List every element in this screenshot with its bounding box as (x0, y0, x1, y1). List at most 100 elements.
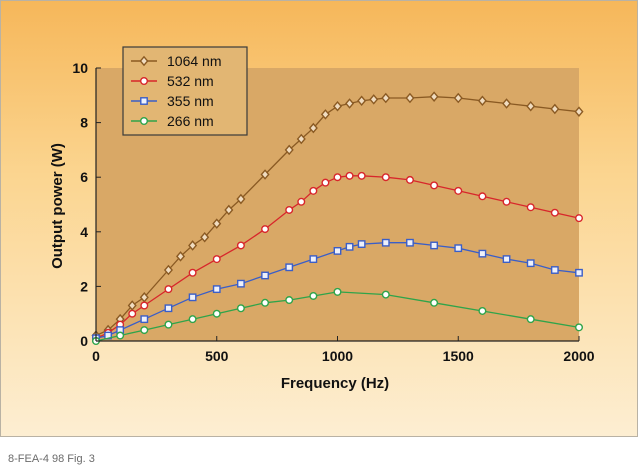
data-point (430, 298, 439, 307)
figure-panel: 0 500 1000 1500 2000 0 2 4 6 8 10 1064 nm 532 nm 355… (0, 0, 638, 437)
y-axis-label: Output power (W) (49, 143, 66, 269)
data-point (526, 203, 535, 212)
data-point (188, 268, 197, 277)
data-point (285, 205, 294, 214)
data-point (332, 100, 343, 112)
x-tick-label: 0 (92, 348, 100, 364)
line-chart: 0 500 1000 1500 2000 0 2 4 6 8 10 1064 nm 532 nm 355… (49, 46, 595, 392)
data-point (236, 193, 246, 205)
data-point (381, 238, 390, 247)
legend-item: 266 nm (131, 113, 214, 129)
x-tick-label: 500 (205, 348, 229, 364)
data-point (285, 263, 294, 272)
series-1 (91, 91, 584, 341)
data-point (200, 231, 210, 243)
data-point (236, 304, 245, 313)
data-point (357, 95, 367, 107)
series-line (95, 175, 580, 339)
data-point (454, 186, 463, 195)
data-point (261, 225, 270, 234)
data-point (236, 241, 245, 250)
data-point (574, 106, 584, 117)
data-point (188, 293, 197, 302)
data-point (345, 98, 355, 109)
legend-label: 266 nm (167, 113, 214, 129)
data-point (575, 323, 584, 332)
data-point (176, 251, 186, 262)
data-point (477, 95, 487, 107)
data-point (284, 144, 294, 156)
data-point (478, 306, 487, 315)
data-point (430, 181, 439, 190)
data-point (164, 304, 173, 313)
data-point (285, 296, 294, 305)
data-point (502, 197, 511, 206)
series-2 (91, 171, 584, 343)
data-point (429, 91, 439, 102)
data-point (212, 309, 221, 318)
data-point (212, 255, 221, 264)
data-point (526, 315, 535, 324)
data-point (550, 266, 559, 274)
y-tick-label: 10 (72, 60, 88, 76)
data-point (164, 285, 173, 294)
data-point (575, 214, 584, 223)
legend-marker (139, 116, 148, 125)
data-point (260, 169, 270, 180)
data-point (453, 92, 463, 104)
data-point (405, 175, 414, 184)
figure-caption: 8-FEA-4 98 Fig. 3 (8, 453, 95, 465)
data-point (526, 259, 535, 268)
data-point (430, 241, 438, 250)
data-point (406, 238, 414, 247)
data-point (454, 244, 463, 253)
data-point (128, 309, 137, 318)
data-point (381, 173, 390, 182)
data-point (502, 98, 512, 109)
data-point (345, 171, 354, 180)
data-point (164, 320, 173, 329)
data-point (261, 271, 269, 280)
y-tick-label: 2 (80, 278, 88, 294)
data-point (309, 255, 318, 263)
x-tick-label: 1500 (443, 348, 474, 364)
data-point (333, 287, 342, 296)
y-tick-label: 6 (80, 169, 88, 185)
data-point (550, 103, 560, 115)
data-point (478, 192, 487, 201)
data-point (333, 173, 342, 182)
legend-item: 355 nm (131, 93, 214, 109)
data-point (140, 315, 149, 324)
x-tick-label: 1000 (322, 348, 353, 364)
data-point (261, 298, 270, 307)
data-point (478, 249, 487, 258)
axis-ticks: 0 500 1000 1500 2000 0 2 4 6 8 10 (72, 60, 594, 364)
data-point (502, 255, 511, 263)
data-point (550, 208, 559, 217)
data-point (526, 100, 536, 112)
data-point (212, 285, 221, 294)
data-point (188, 315, 197, 324)
data-point (333, 247, 342, 255)
x-tick-label: 2000 (563, 348, 594, 364)
legend-marker (139, 55, 149, 67)
series-4 (91, 287, 584, 346)
y-tick-label: 4 (80, 224, 88, 240)
y-tick-label: 0 (80, 333, 88, 349)
data-point (188, 240, 198, 251)
series-line (95, 291, 580, 342)
legend-item: 1064 nm (131, 53, 221, 69)
data-point (297, 197, 306, 206)
data-point (381, 290, 390, 299)
data-point (320, 109, 330, 120)
data-point (236, 279, 245, 288)
data-point (345, 242, 354, 251)
legend-marker (140, 97, 148, 105)
x-axis-label: Frequency (Hz) (281, 375, 389, 392)
data-point (116, 331, 125, 340)
data-point (140, 326, 149, 335)
legend-label: 355 nm (167, 93, 214, 109)
data-point (309, 186, 318, 195)
data-point (575, 268, 583, 277)
data-point (296, 133, 306, 145)
